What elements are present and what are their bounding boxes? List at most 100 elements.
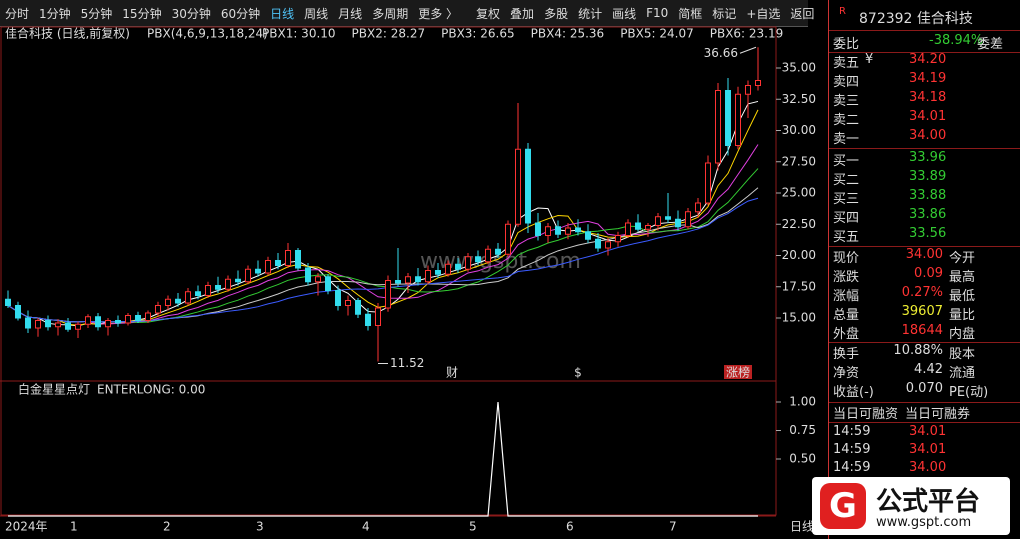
x-tick-label: 2 (163, 520, 171, 534)
candle-body (425, 270, 431, 283)
x-tick-label: 7 (669, 520, 677, 534)
toolbar-button[interactable]: 多周期 (372, 6, 409, 21)
bid-label: 买二 (833, 173, 860, 188)
stat-value: 10.88% (893, 343, 943, 358)
legend-entry: PBX6: 23.19 (710, 27, 784, 41)
label: 委比 (833, 37, 860, 52)
legend-entry: PBX3: 26.65 (441, 27, 515, 41)
toolbar-button[interactable]: 分时 (5, 6, 30, 21)
stat-label: 换手 (833, 347, 860, 362)
candle-body (15, 305, 21, 319)
toolbar-button[interactable]: 30分钟 (171, 6, 211, 21)
candle-body (95, 316, 101, 328)
candle-body (435, 270, 441, 275)
candle-body (465, 256, 471, 270)
candle-body (505, 223, 511, 255)
ask-label: 卖一 (833, 132, 860, 147)
ma-line (7, 144, 759, 325)
stat-label: 总量 (833, 308, 860, 323)
ask-label: 卖四 (833, 75, 860, 90)
legend-entry: PBX1: 30.10 (262, 27, 336, 41)
period-label: 日线 (790, 520, 814, 534)
low-label: 11.52 (390, 356, 424, 370)
high-pointer (739, 46, 757, 54)
x-tick-label: 4 (362, 520, 370, 534)
logo-url: www.gspt.com (876, 515, 972, 530)
row-divider (829, 148, 1020, 149)
row-divider (829, 246, 1020, 247)
candle-body (565, 227, 571, 235)
candle-body (295, 250, 301, 269)
value: -38.94% (929, 33, 984, 48)
candle-body (345, 300, 351, 306)
toolbar-button[interactable]: 更多 〉 (418, 6, 459, 21)
toolbar-button[interactable]: 60分钟 (220, 6, 261, 21)
candle-body (605, 241, 611, 249)
stat-label: 净资 (833, 366, 860, 381)
toolbar-button[interactable]: 简框 (678, 6, 703, 21)
toolbar-button[interactable]: 15分钟 (122, 6, 162, 21)
candle-body (695, 202, 701, 213)
candle-body (685, 211, 691, 228)
tick-price: 34.01 (909, 442, 947, 457)
toolbar-button[interactable]: 返回 (790, 6, 815, 21)
candle-body (75, 323, 81, 330)
logo: G 公式平台 www.gspt.com (812, 477, 1010, 535)
stat-value: 18644 (901, 323, 943, 338)
high-label: 36.66 (704, 46, 738, 60)
candle-body (135, 315, 141, 321)
candle-body (485, 248, 491, 263)
toolbar-button[interactable]: 标记 (712, 6, 737, 21)
candle-body (115, 320, 121, 324)
ma-line (7, 100, 759, 327)
stat-value: 0.27% (901, 285, 943, 300)
event-marker: 财 (446, 366, 458, 380)
toolbar-button[interactable]: 画线 (612, 6, 637, 21)
candle-body (525, 148, 531, 224)
candle-body (315, 276, 321, 283)
candle-body (545, 226, 551, 236)
toolbar-button[interactable]: 日线 (270, 6, 295, 21)
toolbar-button[interactable]: 月线 (338, 6, 363, 21)
stat-label: 内盘 (949, 327, 976, 342)
toolbar-button[interactable]: 复权 (476, 6, 501, 21)
candle-body (305, 267, 311, 283)
toolbar-button[interactable]: 1分钟 (39, 6, 71, 21)
candle-body (5, 298, 11, 306)
row-divider (829, 402, 1020, 403)
margin-label: 当日可融资 (833, 407, 899, 422)
ma-line (7, 109, 759, 326)
toolbar-button[interactable]: 周线 (304, 6, 329, 21)
candle-body (55, 322, 61, 328)
candle-body (705, 162, 711, 204)
candle-body (265, 260, 271, 274)
stat-label: 收益(-) (833, 385, 874, 400)
border (0, 26, 777, 516)
candle-body (665, 216, 671, 220)
tick-time: 14:59 (833, 442, 871, 457)
toolbar-button[interactable]: 5分钟 (80, 6, 113, 21)
toolbar-button[interactable]: 叠加 (510, 6, 535, 21)
candle-body (155, 305, 161, 314)
ma-line (7, 197, 759, 323)
candle-body (225, 278, 231, 290)
y-tick-label: 20.00 (782, 248, 816, 262)
candle-body (415, 276, 421, 283)
toolbar-button[interactable]: F10 (646, 6, 669, 20)
candle-body (585, 231, 591, 240)
candle-body (375, 307, 381, 326)
legend-entry: PBX2: 28.27 (352, 27, 426, 41)
candle-body (615, 235, 621, 243)
toolbar-button[interactable]: +自选 (746, 6, 781, 21)
stat-label: PE(动) (949, 385, 989, 400)
toolbar-button[interactable]: 多股 (544, 6, 569, 21)
quote-panel: R 872392 佳合科技 委比 -38.94% 委差 卖五 34.20 卖四 34.19 卖三 3… (828, 0, 1020, 539)
stat-label: 流通 (949, 366, 976, 381)
candle-body (595, 238, 601, 249)
toolbar-button[interactable]: 统计 (578, 6, 603, 21)
y-tick-label: 22.50 (782, 217, 816, 231)
event-marker: $ (574, 366, 582, 380)
sub-legend: ENTERLONG: 0.00 (97, 383, 205, 397)
candle-body (45, 320, 51, 328)
stat-label: 涨跌 (833, 270, 860, 285)
